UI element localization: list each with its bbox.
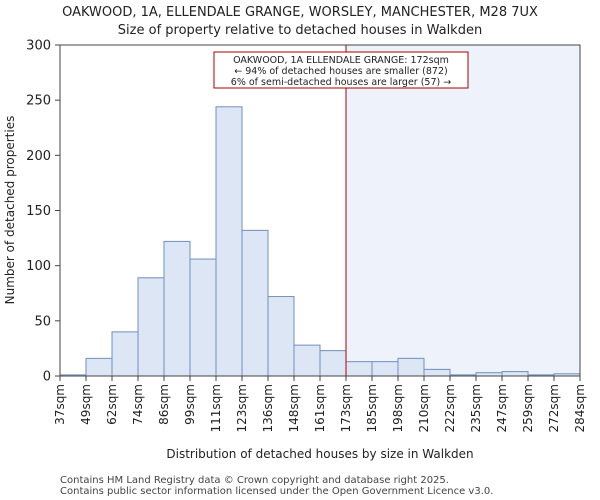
y-tick-label: 250 bbox=[26, 94, 51, 109]
x-tick-label: 235sqm bbox=[469, 384, 483, 432]
x-tick-label: 136sqm bbox=[261, 384, 275, 432]
highlight-region bbox=[346, 45, 580, 376]
y-axis-label: Number of detached properties bbox=[3, 116, 17, 305]
x-tick-label: 272sqm bbox=[547, 384, 561, 432]
x-tick-label: 99sqm bbox=[183, 384, 197, 425]
bar-161sqm bbox=[319, 350, 347, 377]
bar-148sqm bbox=[293, 344, 321, 377]
y-tick-label: 50 bbox=[34, 314, 51, 329]
footer-line-1: Contains HM Land Registry data © Crown c… bbox=[60, 475, 449, 486]
y-tick-label: 150 bbox=[26, 204, 51, 219]
chart-subtitle: Size of property relative to detached ho… bbox=[118, 23, 482, 38]
x-tick-label: 185sqm bbox=[365, 384, 379, 432]
bar-136sqm bbox=[267, 296, 295, 377]
annotation-box: OAKWOOD, 1A ELLENDALE GRANGE: 172sqm ← 9… bbox=[213, 51, 469, 89]
bar-111sqm bbox=[215, 106, 243, 377]
bar-210sqm bbox=[423, 368, 451, 377]
bar-247sqm bbox=[501, 371, 529, 377]
x-tick-label: 49sqm bbox=[79, 384, 93, 425]
x-tick-label: 161sqm bbox=[313, 384, 327, 432]
bar-99sqm bbox=[189, 258, 217, 377]
annotation-line-2: ← 94% of detached houses are smaller (87… bbox=[234, 66, 447, 77]
bar-198sqm bbox=[397, 357, 425, 377]
bar-173sqm bbox=[345, 361, 373, 377]
x-tick-label: 247sqm bbox=[495, 384, 509, 432]
x-tick-label: 259sqm bbox=[521, 384, 535, 432]
bar-49sqm bbox=[85, 357, 113, 377]
chart-title: OAKWOOD, 1A, ELLENDALE GRANGE, WORSLEY, … bbox=[62, 5, 538, 20]
x-tick-label: 173sqm bbox=[339, 384, 353, 432]
x-axis-label: Distribution of detached houses by size … bbox=[166, 447, 473, 461]
bar-86sqm bbox=[163, 240, 191, 377]
y-tick-label: 200 bbox=[26, 149, 51, 164]
x-tick-label: 148sqm bbox=[287, 384, 301, 432]
footer-line-2: Contains public sector information licen… bbox=[60, 486, 493, 497]
bar-185sqm bbox=[371, 361, 399, 377]
x-tick-label: 210sqm bbox=[417, 384, 431, 432]
x-tick-label: 123sqm bbox=[235, 384, 249, 432]
x-tick-label: 86sqm bbox=[157, 384, 171, 425]
x-tick-label: 284sqm bbox=[573, 384, 587, 432]
x-tick-label: 37sqm bbox=[53, 384, 67, 425]
annotation-line-1: OAKWOOD, 1A ELLENDALE GRANGE: 172sqm bbox=[233, 55, 449, 66]
x-tick-label: 198sqm bbox=[391, 384, 405, 432]
y-tick-label: 100 bbox=[26, 259, 51, 274]
y-axis: 0 50 100 150 200 250 300 bbox=[26, 39, 60, 385]
x-axis: 37sqm 49sqm 62sqm 74sqm 86sqm 99sqm 111sqm 123s… bbox=[53, 376, 587, 432]
annotation-border bbox=[213, 51, 469, 89]
y-tick-label: 300 bbox=[26, 39, 51, 54]
y-tick-label: 0 bbox=[43, 370, 51, 385]
bar-62sqm bbox=[111, 331, 139, 377]
bar-123sqm bbox=[241, 229, 269, 377]
x-tick-label: 111sqm bbox=[209, 384, 223, 432]
bars bbox=[59, 106, 581, 377]
x-tick-label: 62sqm bbox=[105, 384, 119, 425]
annotation-line-3: 6% of semi-detached houses are larger (5… bbox=[231, 77, 451, 88]
x-tick-label: 74sqm bbox=[131, 384, 145, 425]
bar-74sqm bbox=[137, 277, 165, 377]
x-tick-label: 222sqm bbox=[443, 384, 457, 432]
